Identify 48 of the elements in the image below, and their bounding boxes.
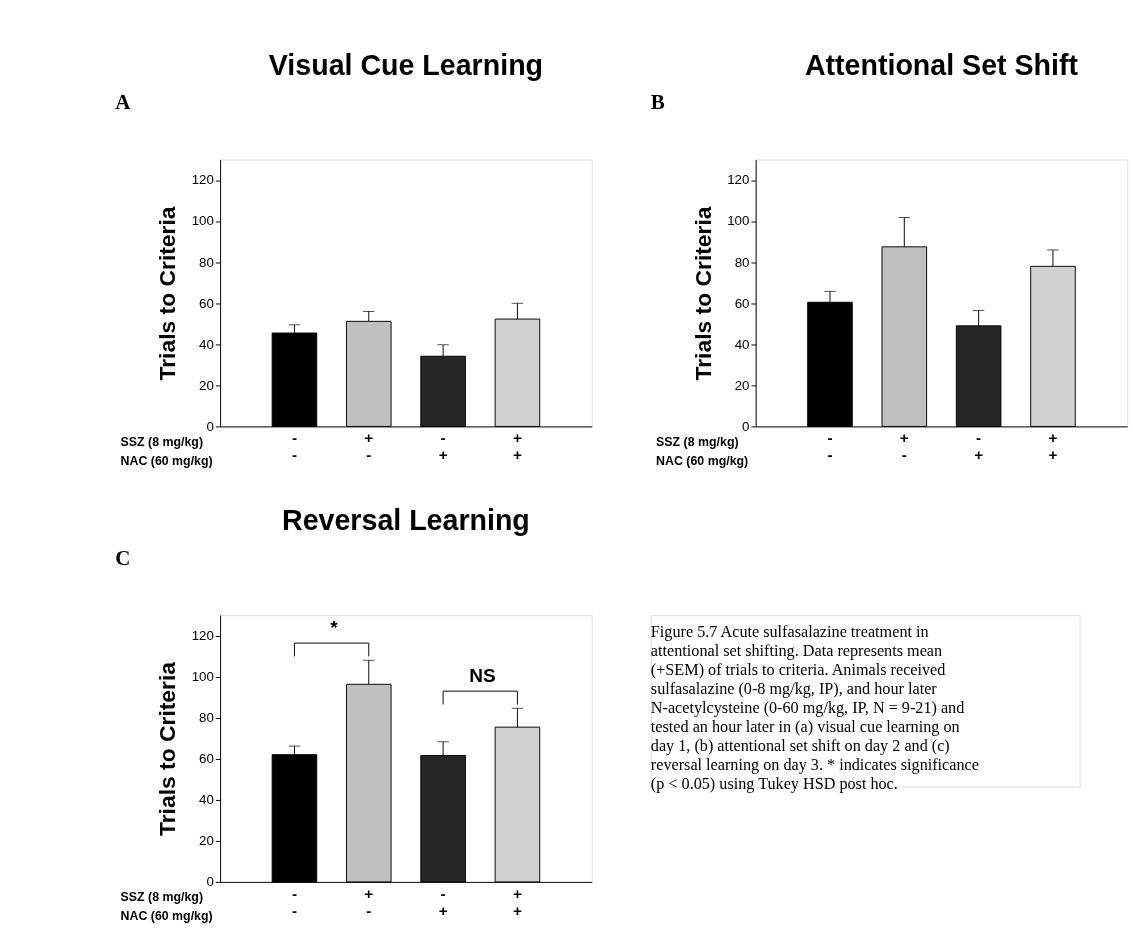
y-tick-label: 20 bbox=[199, 833, 214, 849]
y-tick-label: 60 bbox=[199, 295, 214, 311]
y-tick-label: 80 bbox=[734, 254, 750, 270]
y-axis-title: Trials to Criteria bbox=[154, 206, 181, 381]
text: C bbox=[115, 545, 131, 570]
text: Figure 5.7 Acute sulfasalazine treatment in attentional set shifting. Data represents mean (+SEM) of trials to criteria. Animals received sulfasalazine (0-8 mg/kg, IP), and hour later N-acetylcysteine (0-60 mg/kg, IP, N = 9-21) and tested an hour later in (a) visual cue learning on day 1, (b) attentional set shift on day 2 and (c) reversal learning on day 3. * indicates significance (p < 0.05) using Tukey HSD post hoc. bbox=[650, 623, 979, 794]
annotation: NS bbox=[469, 664, 496, 686]
x-tick-label: - + bbox=[438, 429, 448, 464]
x-tick-label: + + bbox=[512, 429, 522, 464]
y-tick-label: 80 bbox=[199, 254, 214, 270]
x-axis-title: SSZ (8 mg/kg) NAC (60 mg/kg) bbox=[120, 890, 213, 924]
y-tick-label: 120 bbox=[191, 172, 214, 188]
x-axis-title: SSZ (8 mg/kg) NAC (60 mg/kg) bbox=[656, 434, 749, 469]
y-tick-label: 100 bbox=[191, 668, 214, 684]
y-tick-label: 100 bbox=[727, 213, 750, 229]
y-tick-label: 0 bbox=[742, 418, 750, 434]
x-tick-label: + + bbox=[1048, 429, 1058, 464]
y-tick-label: 60 bbox=[199, 751, 214, 767]
chart-title: Reversal Learning bbox=[282, 504, 530, 537]
y-tick-label: 40 bbox=[734, 336, 750, 352]
y-tick-label: 40 bbox=[199, 792, 214, 808]
y-tick-label: 40 bbox=[199, 336, 214, 352]
y-axis-title: Trials to Criteria bbox=[154, 661, 181, 837]
chart-title: Visual Cue Learning bbox=[268, 48, 544, 81]
text: A bbox=[115, 90, 131, 115]
x-tick-label: + - bbox=[899, 429, 909, 464]
x-tick-label: - + bbox=[974, 429, 984, 464]
y-tick-label: 0 bbox=[206, 418, 214, 434]
y-tick-label: 60 bbox=[734, 295, 750, 311]
y-axis-title: Trials to Criteria bbox=[690, 206, 716, 381]
y-tick-label: 80 bbox=[199, 710, 214, 726]
y-tick-label: 120 bbox=[727, 172, 750, 188]
y-tick-label: 120 bbox=[191, 627, 214, 643]
x-axis-title: SSZ (8 mg/kg) NAC (60 mg/kg) bbox=[120, 434, 213, 469]
annotation: * bbox=[330, 616, 339, 638]
x-tick-label: + - bbox=[364, 884, 374, 919]
x-tick-label: + - bbox=[364, 429, 374, 464]
y-tick-label: 20 bbox=[199, 377, 214, 393]
text: B bbox=[650, 90, 665, 115]
y-tick-label: 0 bbox=[206, 874, 214, 890]
y-tick-label: 100 bbox=[191, 213, 214, 229]
x-tick-label: + + bbox=[512, 884, 522, 919]
chart-title: Attentional Set Shift bbox=[804, 48, 1079, 81]
x-tick-label: - - bbox=[827, 429, 833, 464]
y-tick-label: 20 bbox=[734, 377, 750, 393]
x-tick-label: - - bbox=[291, 884, 297, 919]
x-tick-label: - - bbox=[291, 429, 297, 464]
x-tick-label: - + bbox=[438, 884, 448, 919]
